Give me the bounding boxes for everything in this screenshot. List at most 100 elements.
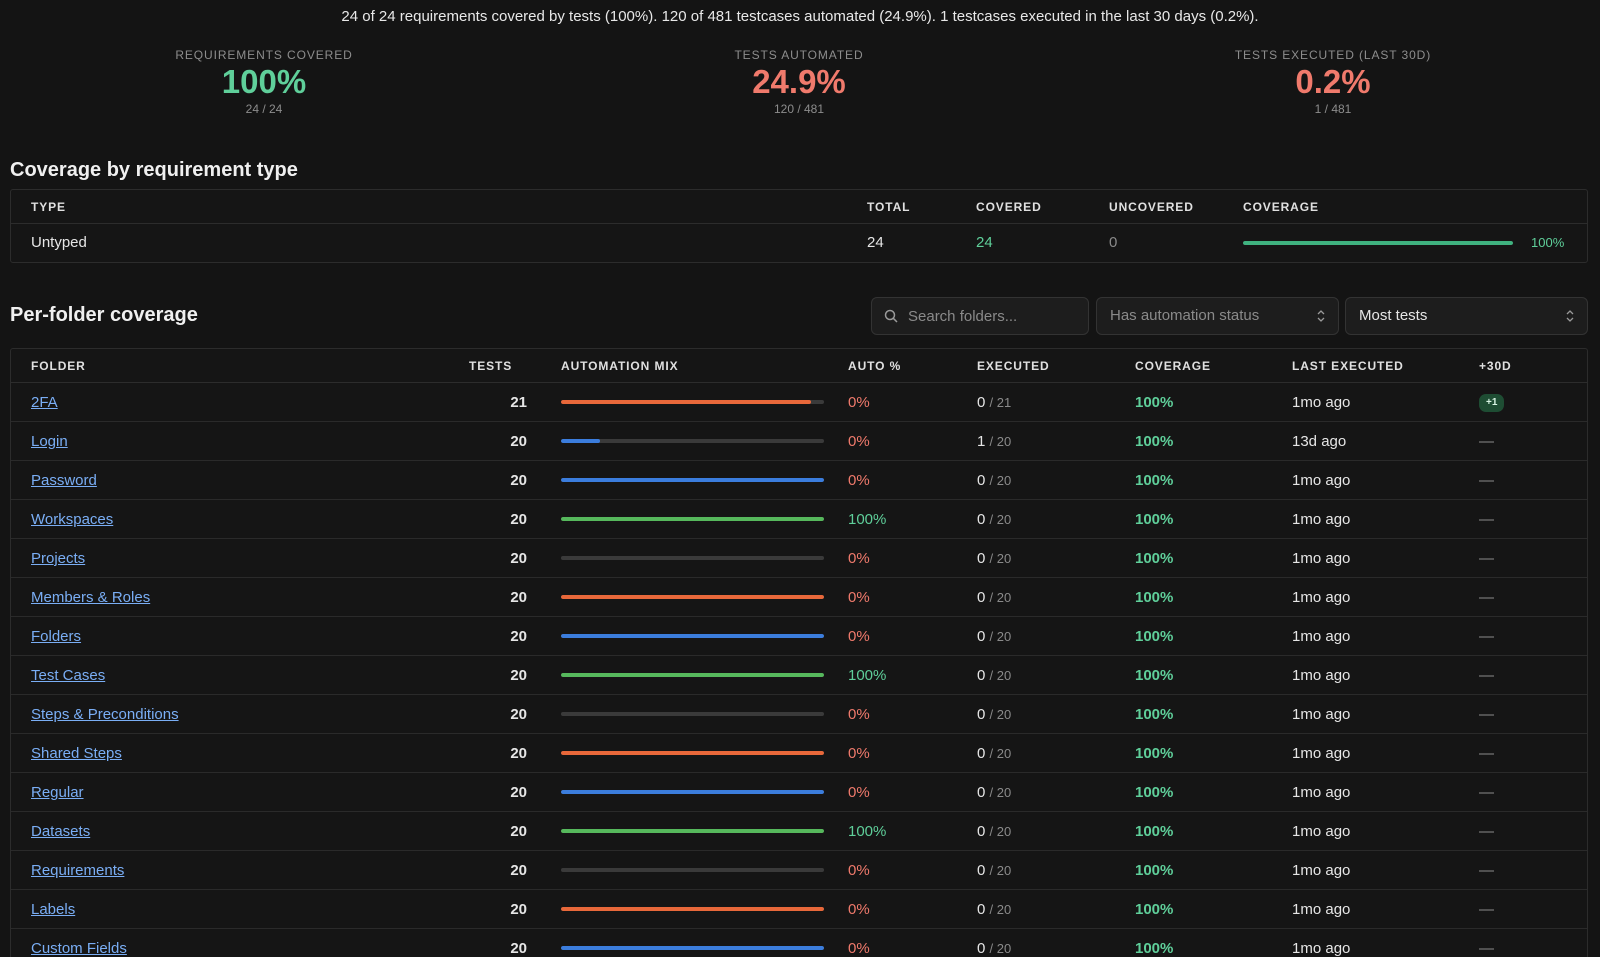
executed-cell: 0 / 20 xyxy=(977,500,1011,539)
tests-count: 20 xyxy=(510,511,527,528)
auto-percent: 0% xyxy=(848,940,870,957)
kpi-label: TESTS AUTOMATED xyxy=(734,48,864,62)
folder-section-title: Per-folder coverage xyxy=(10,304,198,326)
plus-30d-empty: — xyxy=(1479,901,1494,918)
executed-total: / 20 xyxy=(989,434,1012,449)
auto-percent: 0% xyxy=(848,394,870,411)
plus-30d-empty: — xyxy=(1479,550,1494,567)
folder-link[interactable]: Steps & Preconditions xyxy=(31,706,179,723)
automation-mix-fill xyxy=(561,634,824,638)
folder-link[interactable]: Custom Fields xyxy=(31,940,127,957)
col-executed[interactable]: EXECUTED xyxy=(977,359,1050,373)
coverage-percent: 100% xyxy=(1135,550,1174,567)
executed-count: 1 xyxy=(977,433,986,450)
folder-search[interactable] xyxy=(871,297,1089,335)
plus-30d-empty: — xyxy=(1479,823,1494,840)
col-coverage[interactable]: COVERAGE xyxy=(1135,359,1211,373)
plus-30d-empty: — xyxy=(1479,862,1494,879)
plus-30d-empty: — xyxy=(1479,667,1494,684)
plus-30d-empty: — xyxy=(1479,628,1494,645)
executed-cell: 0 / 20 xyxy=(977,578,1011,617)
col-last-executed[interactable]: LAST EXECUTED xyxy=(1292,359,1404,373)
executed-count: 0 xyxy=(977,628,986,645)
col-tests[interactable]: TESTS xyxy=(469,359,513,373)
executed-cell: 0 / 20 xyxy=(977,851,1011,890)
last-executed: 1mo ago xyxy=(1292,706,1351,723)
executed-cell: 0 / 21 xyxy=(977,383,1011,422)
search-input[interactable] xyxy=(908,298,1078,334)
sort-select[interactable]: Most tests xyxy=(1345,297,1588,335)
last-executed: 1mo ago xyxy=(1292,589,1351,606)
plus-30d-empty: — xyxy=(1479,433,1494,450)
automation-mix-bar xyxy=(561,907,824,911)
col-type[interactable]: TYPE xyxy=(31,200,66,214)
executed-count: 0 xyxy=(977,394,986,411)
auto-percent: 0% xyxy=(848,472,870,489)
tests-count: 20 xyxy=(510,784,527,801)
executed-count: 0 xyxy=(977,901,986,918)
col-folder[interactable]: FOLDER xyxy=(31,359,86,373)
search-icon xyxy=(884,309,898,323)
executed-total: / 20 xyxy=(989,707,1012,722)
coverage-percent: 100% xyxy=(1135,940,1174,957)
executed-total: / 20 xyxy=(989,551,1012,566)
plus-30d-empty: — xyxy=(1479,511,1494,528)
folder-link[interactable]: Workspaces xyxy=(31,511,114,528)
auto-percent: 0% xyxy=(848,589,870,606)
tests-count: 20 xyxy=(510,628,527,645)
coverage-bar-fill xyxy=(1243,241,1513,245)
table-row: Steps & Preconditions 20 0% 0 / 20 100% 1mo a… xyxy=(11,695,1587,734)
executed-cell: 1 / 20 xyxy=(977,422,1011,461)
automation-mix-bar xyxy=(561,946,824,950)
executed-total: / 20 xyxy=(989,590,1012,605)
folder-link[interactable]: Labels xyxy=(31,901,76,918)
kpi-tests-automated: TESTS AUTOMATED 24.9% 120 / 481 xyxy=(649,48,949,116)
coverage-bar xyxy=(1243,241,1513,245)
folder-link[interactable]: Regular xyxy=(31,784,84,801)
col-plus-30d[interactable]: +30D xyxy=(1479,359,1512,373)
executed-cell: 0 / 20 xyxy=(977,734,1011,773)
folder-link[interactable]: Folders xyxy=(31,628,82,645)
executed-count: 0 xyxy=(977,706,986,723)
executed-count: 0 xyxy=(977,550,986,567)
folder-link[interactable]: Login xyxy=(31,433,68,450)
tests-count: 20 xyxy=(510,901,527,918)
tests-count: 20 xyxy=(510,472,527,489)
col-total[interactable]: TOTAL xyxy=(867,200,911,214)
col-auto-percent[interactable]: AUTO % xyxy=(848,359,902,373)
folder-link[interactable]: Shared Steps xyxy=(31,745,122,762)
coverage-percent: 100% xyxy=(1135,745,1174,762)
plus-30d-empty: — xyxy=(1479,472,1494,489)
plus-30d-cell: +1 xyxy=(1479,383,1505,422)
col-uncovered[interactable]: UNCOVERED xyxy=(1109,200,1194,214)
table-row: Requirements 20 0% 0 / 20 100% 1mo ago — xyxy=(11,851,1587,890)
auto-percent: 0% xyxy=(848,706,870,723)
folder-link[interactable]: Requirements xyxy=(31,862,125,879)
last-executed: 1mo ago xyxy=(1292,628,1351,645)
last-executed: 1mo ago xyxy=(1292,667,1351,684)
folder-link[interactable]: Test Cases xyxy=(31,667,106,684)
type-table-header: TYPE TOTAL COVERED UNCOVERED COVERAGE xyxy=(11,190,1587,224)
auto-percent: 0% xyxy=(848,433,870,450)
folder-link[interactable]: 2FA xyxy=(31,394,58,411)
table-row: Workspaces 20 100% 0 / 20 100% 1mo ago — xyxy=(11,500,1587,539)
col-covered[interactable]: COVERED xyxy=(976,200,1042,214)
plus-30d-empty: — xyxy=(1479,745,1494,762)
folder-link[interactable]: Projects xyxy=(31,550,86,567)
executed-count: 0 xyxy=(977,589,986,606)
coverage-percent: 100% xyxy=(1135,862,1174,879)
table-row: Test Cases 20 100% 0 / 20 100% 1mo ago — xyxy=(11,656,1587,695)
folder-link[interactable]: Members & Roles xyxy=(31,589,151,606)
automation-filter-select[interactable]: Has automation status xyxy=(1096,297,1339,335)
col-coverage[interactable]: COVERAGE xyxy=(1243,200,1319,214)
folder-link[interactable]: Datasets xyxy=(31,823,91,840)
folder-link[interactable]: Password xyxy=(31,472,97,489)
tests-count: 20 xyxy=(510,823,527,840)
table-row: Custom Fields 20 0% 0 / 20 100% 1mo ago — xyxy=(11,929,1587,957)
automation-mix-fill xyxy=(561,400,811,404)
executed-cell: 0 / 20 xyxy=(977,812,1011,851)
col-automation-mix[interactable]: AUTOMATION MIX xyxy=(561,359,679,373)
plus-30d-empty: — xyxy=(1479,784,1494,801)
last-executed: 1mo ago xyxy=(1292,862,1351,879)
table-row: 2FA 21 0% 0 / 21 100% 1mo ago +1 xyxy=(11,383,1587,422)
